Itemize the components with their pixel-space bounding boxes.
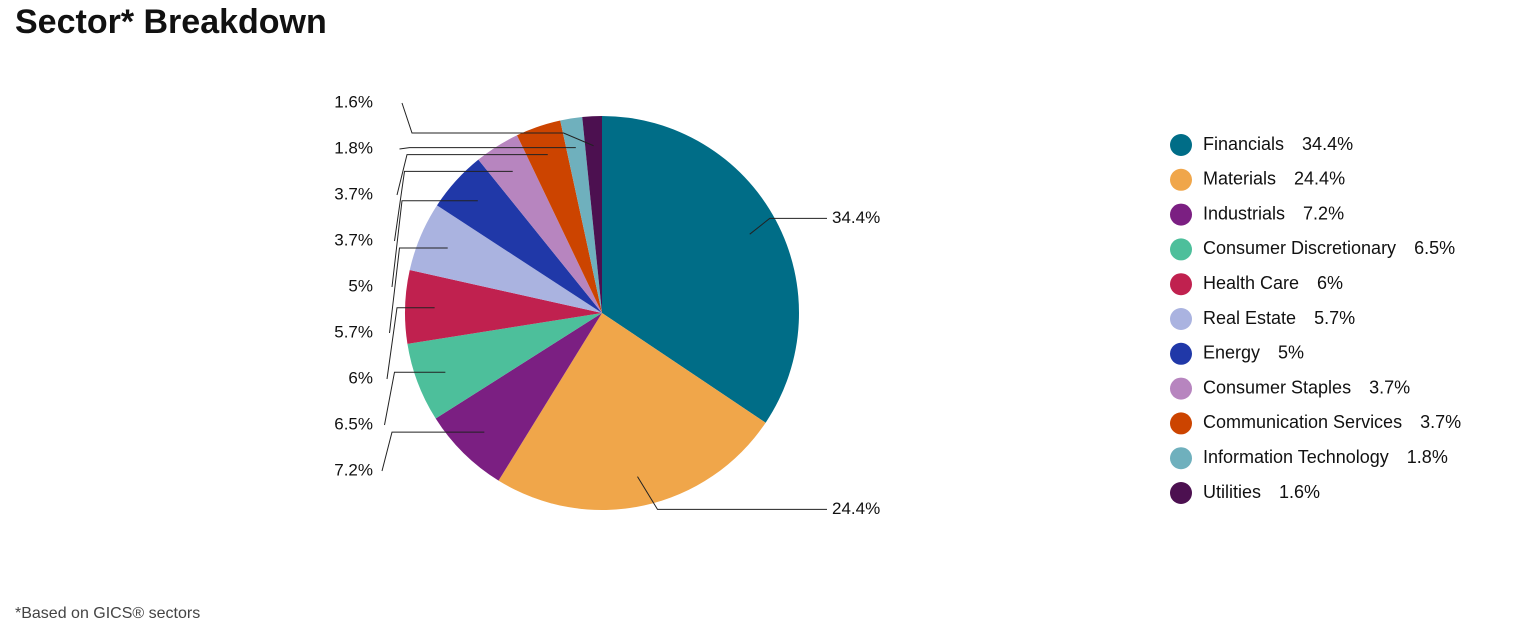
leader-line <box>637 476 827 510</box>
pie-slice <box>517 120 602 313</box>
data-label: 5% <box>348 276 373 295</box>
pie-slice <box>560 116 602 313</box>
leader-line <box>399 147 576 150</box>
pie-slice <box>602 116 799 423</box>
legend-value: 1.8% <box>1407 447 1448 467</box>
legend-marker <box>1170 168 1192 191</box>
pie-slice <box>498 313 766 510</box>
legend-label: Utilities <box>1203 482 1261 502</box>
legend-label: Consumer Staples <box>1203 377 1351 397</box>
data-label: 34.4% <box>832 208 880 227</box>
leader-line <box>391 200 478 288</box>
legend-marker <box>1170 377 1192 400</box>
leader-line <box>389 247 448 334</box>
chart-title: Sector* Breakdown <box>15 3 327 41</box>
data-label: 5.7% <box>334 322 373 341</box>
legend-marker <box>1170 308 1192 330</box>
pie-slice <box>407 313 602 419</box>
leader-line <box>384 371 446 426</box>
pie-slice <box>435 313 602 481</box>
legend-value: 5% <box>1278 343 1304 363</box>
pie-slice <box>437 159 602 313</box>
legend-value: 6.5% <box>1414 238 1455 258</box>
legend-label: Communication Services <box>1203 412 1402 432</box>
data-label: 3.7% <box>334 184 373 203</box>
legend-label: Consumer Discretionary <box>1203 238 1396 258</box>
leader-line <box>386 307 435 380</box>
data-label: 1.8% <box>334 138 373 157</box>
legend-value: 24.4% <box>1294 169 1345 189</box>
pie-slice <box>478 135 602 313</box>
legend-value: 5.7% <box>1314 308 1355 328</box>
legend-marker <box>1170 238 1192 261</box>
leader-line <box>394 170 513 242</box>
legend-marker <box>1170 412 1192 435</box>
data-label: 6% <box>348 368 373 387</box>
pie-slice <box>409 205 602 313</box>
legend-value: 3.7% <box>1420 412 1461 432</box>
leader-line <box>396 154 548 196</box>
legend-label: Financials <box>1203 134 1284 154</box>
leader-line <box>749 217 827 235</box>
legend-label: Industrials <box>1203 203 1285 223</box>
legend-value: 7.2% <box>1303 203 1344 223</box>
legend-value: 3.7% <box>1369 377 1410 397</box>
leader-line <box>381 431 485 472</box>
data-label: 1.6% <box>334 92 373 111</box>
leader-line <box>401 102 594 147</box>
legend-label: Materials <box>1203 169 1276 189</box>
legend-marker <box>1170 273 1192 296</box>
footnote: *Based on GICS® sectors <box>15 605 200 622</box>
data-label: 6.5% <box>334 414 373 433</box>
legend-marker <box>1170 447 1192 470</box>
data-label: 3.7% <box>334 230 373 249</box>
data-label: 24.4% <box>832 499 880 518</box>
pie-slice <box>404 270 602 344</box>
legend-label: Energy <box>1203 343 1260 363</box>
legend-label: Information Technology <box>1203 447 1389 467</box>
legend-marker <box>1170 482 1192 504</box>
pie-slice <box>582 116 602 313</box>
legend-value: 1.6% <box>1279 482 1320 502</box>
legend-marker <box>1170 342 1192 365</box>
data-label: 7.2% <box>334 460 373 479</box>
legend-label: Real Estate <box>1203 308 1296 328</box>
legend-marker <box>1170 134 1192 156</box>
legend-label: Health Care <box>1203 273 1299 293</box>
legend-marker <box>1170 203 1192 226</box>
legend-value: 6% <box>1317 273 1343 293</box>
legend-value: 34.4% <box>1302 134 1353 154</box>
